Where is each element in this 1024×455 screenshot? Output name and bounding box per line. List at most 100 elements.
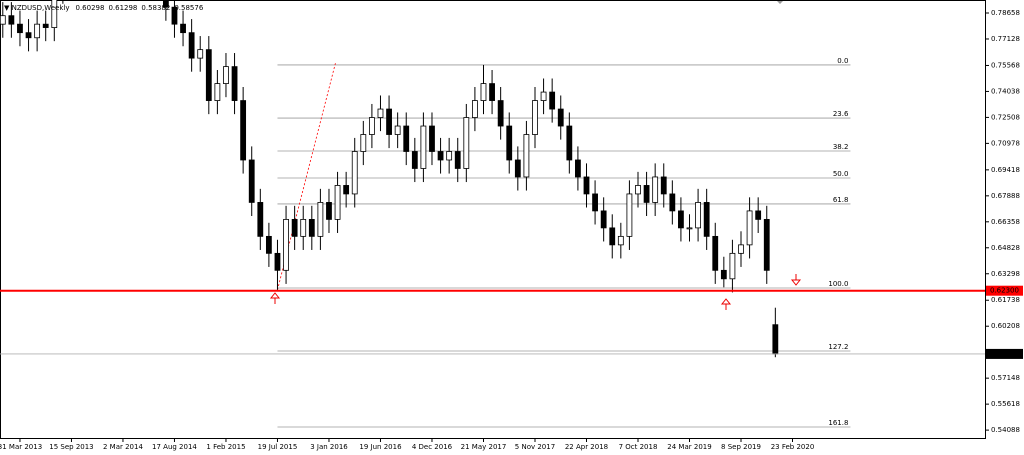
candle-body: [506, 125, 513, 161]
candle-body: [257, 202, 264, 237]
candle-body: [343, 185, 350, 195]
y-tick-label: 0.77128: [991, 35, 1020, 43]
candle-body: [557, 108, 564, 127]
x-tick-label: 7 Oct 2018: [619, 443, 658, 451]
candle-body: [0, 15, 6, 25]
current-price-label: 0.58576: [990, 350, 1019, 358]
fib-label: 50.0: [833, 170, 849, 178]
support-price-label: 0.62300: [990, 287, 1019, 295]
candle-body: [480, 83, 487, 101]
candle-body: [326, 202, 332, 220]
candle-body: [695, 202, 701, 229]
fib-label: 38.2: [833, 143, 849, 151]
candle-body: [772, 324, 779, 355]
candle-body: [446, 151, 453, 161]
candle-body: [669, 193, 676, 212]
candle-body: [583, 176, 590, 195]
candle-body: [703, 202, 710, 237]
y-tick-label: 0.61738: [991, 296, 1020, 304]
chart-header: ▼ NZDUSD,Weekly 0.60298 0.61298 0.58382 0.58…: [4, 4, 204, 12]
y-tick-label: 0.64828: [991, 244, 1020, 252]
y-tick-label: 0.69418: [991, 166, 1020, 174]
candle-body: [42, 23, 49, 28]
y-tick-label: 0.55618: [991, 400, 1020, 408]
candle-body: [660, 176, 667, 195]
candle-body: [755, 210, 762, 220]
candle-body: [566, 125, 573, 161]
y-tick-label: 0.60208: [991, 322, 1020, 330]
candle-body: [549, 91, 556, 110]
candle-body: [429, 125, 435, 152]
high-value: 0.61298: [108, 4, 137, 12]
candle-body: [403, 125, 410, 152]
candle-body: [308, 218, 315, 237]
y-tick-label: 0.54088: [991, 426, 1020, 434]
shift-marker: [777, 1, 783, 4]
x-tick-label: 4 Dec 2016: [412, 443, 453, 451]
y-tick-label: 0.57148: [991, 374, 1020, 382]
candle-body: [497, 100, 504, 127]
up-arrow: [720, 298, 732, 310]
candle-body: [240, 100, 247, 161]
candle-body: [180, 23, 186, 34]
x-tick-label: 24 Mar 2019: [667, 443, 711, 451]
candle-body: [274, 252, 281, 271]
x-tick-label: 8 Sep 2019: [721, 443, 761, 451]
x-tick-label: 21 May 2017: [461, 443, 507, 451]
open-value: 0.60298: [75, 4, 104, 12]
x-tick-label: 23 Feb 2020: [771, 443, 815, 451]
candle-body: [411, 151, 418, 169]
candle-body: [51, 0, 58, 28]
x-tick-label: 2 Mar 2014: [103, 443, 143, 451]
menu-arrow[interactable]: ▼: [4, 4, 12, 12]
fib-label: 23.6: [833, 110, 849, 118]
candle-body: [420, 125, 427, 169]
candle-body: [712, 235, 719, 271]
candle-body: [368, 117, 375, 135]
candle-body: [472, 100, 478, 118]
up-arrow: [269, 292, 281, 304]
candle-body: [300, 218, 307, 237]
candle-body: [729, 252, 736, 280]
candle-body: [643, 185, 650, 203]
x-tick-label: 19 Jul 2015: [258, 443, 298, 451]
candle-body: [437, 151, 444, 161]
candle-body: [394, 125, 401, 135]
candle-body: [720, 269, 727, 280]
y-tick-label: 0.72508: [991, 113, 1020, 121]
symbol: NZDUSD,Weekly: [12, 4, 70, 12]
trendline: [277, 63, 336, 290]
candle-body: [575, 159, 581, 178]
candle-body: [283, 218, 289, 271]
y-tick-label: 0.67888: [991, 192, 1020, 200]
candle-body: [188, 32, 195, 59]
candle-body: [532, 100, 538, 135]
candle-body: [205, 49, 212, 101]
down-arrow: [790, 274, 802, 286]
close-value: 0.58576: [174, 4, 203, 12]
candle-body: [514, 159, 521, 178]
x-tick-label: 3 Jan 2016: [310, 443, 348, 451]
y-tick-label: 0.70978: [991, 139, 1020, 147]
candle-body: [738, 244, 744, 254]
candle-body: [686, 227, 693, 230]
fib-label: 127.2: [828, 343, 848, 351]
y-tick-label: 0.63298: [991, 270, 1020, 278]
x-tick-label: 19 Jun 2016: [359, 443, 402, 451]
candle-body: [334, 185, 341, 220]
candle-body: [652, 176, 659, 203]
candle-body: [248, 159, 255, 203]
candle-body: [763, 218, 770, 271]
plot-frame: [0, 0, 986, 439]
y-tick-label: 0.74038: [991, 87, 1020, 95]
candle-body: [454, 151, 461, 169]
fib-label: 61.8: [833, 196, 849, 204]
x-tick-label: 17 Aug 2014: [152, 443, 197, 451]
candle-body: [609, 227, 616, 246]
fib-label: 0.0: [837, 57, 848, 65]
candle-body: [386, 108, 392, 135]
y-tick-label: 0.78658: [991, 9, 1020, 17]
candle-body: [197, 49, 204, 59]
candle-body: [171, 6, 178, 25]
